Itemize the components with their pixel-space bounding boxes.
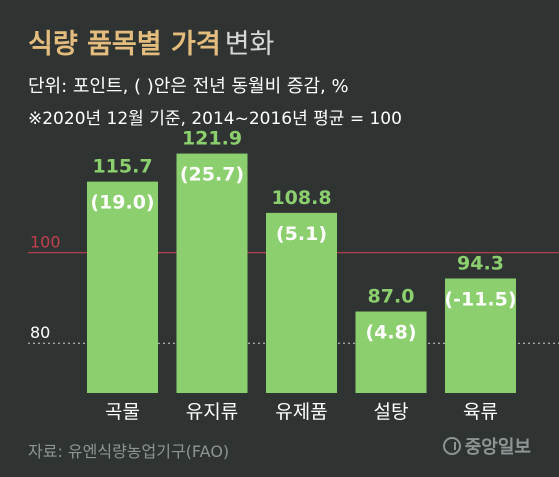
category-label-4: 육류 <box>463 401 498 423</box>
value-label-2: 108.8 <box>271 187 331 209</box>
reference-label-80: 80 <box>30 323 50 342</box>
change-label-1: (25.7) <box>180 164 244 186</box>
value-label-4: 94.3 <box>457 252 504 274</box>
category-label-3: 설탕 <box>374 401 409 423</box>
bar-1 <box>176 153 248 393</box>
value-label-1: 121.9 <box>182 128 242 150</box>
change-label-0: (19.0) <box>90 192 154 214</box>
bar-4 <box>445 278 516 393</box>
change-label-4: (-11.5) <box>444 288 516 310</box>
bar-3 <box>355 311 427 393</box>
change-label-3: (4.8) <box>365 322 416 344</box>
baseline-note: ※2020년 12월 기준, 2014~2016년 평균 = 100 <box>28 109 402 129</box>
category-label-0: 곡물 <box>105 401 140 423</box>
title-main: 식량 품목별 가격 <box>28 29 221 60</box>
unit-note: 단위: 포인트, ( )안은 전년 동월비 증감, % <box>28 76 349 97</box>
chart-title: 식량 품목별 가격 변화 <box>28 22 274 61</box>
category-label-2: 유제품 <box>275 401 327 423</box>
bar-2 <box>266 212 337 393</box>
value-label-0: 115.7 <box>92 156 152 178</box>
logo-text: 중앙일보 <box>464 437 531 458</box>
title-suffix: 변화 <box>224 29 275 60</box>
source-note: 자료: 유엔식량농업기구(FAO) <box>28 442 230 461</box>
bar-0 <box>87 181 158 393</box>
change-label-2: (5.1) <box>276 223 327 245</box>
category-label-1: 유지류 <box>186 401 238 423</box>
reference-label-100: 100 <box>30 233 61 252</box>
logo-icon <box>442 437 461 455</box>
value-label-3: 87.0 <box>368 286 415 308</box>
publisher-logo: 중앙일보 <box>442 433 531 459</box>
